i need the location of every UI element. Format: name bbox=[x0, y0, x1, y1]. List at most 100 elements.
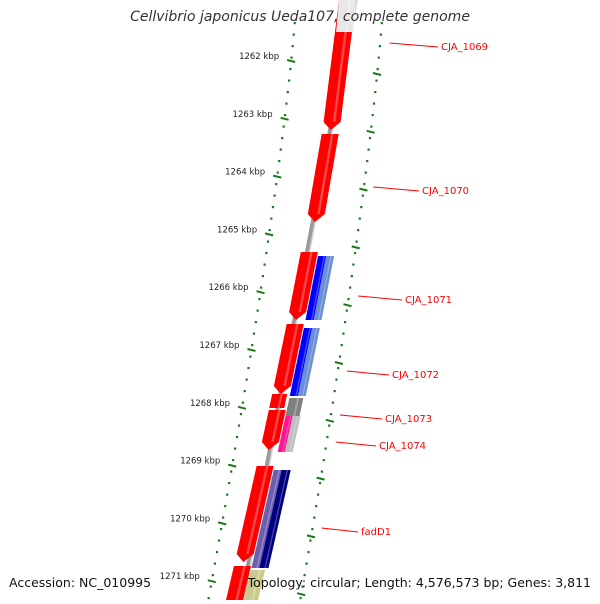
gene-leader-line bbox=[373, 186, 420, 192]
minor-tick bbox=[271, 206, 275, 209]
gene-leader-line bbox=[321, 527, 359, 533]
feature-sheen bbox=[289, 416, 299, 452]
minor-tick bbox=[374, 91, 377, 94]
major-tick bbox=[247, 348, 256, 352]
feature-sheen bbox=[317, 134, 334, 214]
cds-block bbox=[307, 134, 339, 222]
minor-tick bbox=[286, 91, 289, 94]
track-block-pink bbox=[277, 416, 294, 452]
minor-tick bbox=[292, 33, 295, 36]
minor-tick bbox=[316, 493, 320, 496]
feature-sheen bbox=[251, 570, 261, 600]
feature-sheen bbox=[282, 416, 292, 452]
gene-labels: CJA_1069 CJA_1070 CJA_1071 CJA_1072 CJA_1073… bbox=[321, 42, 488, 538]
major-tick bbox=[316, 476, 325, 481]
minor-tick bbox=[287, 79, 291, 82]
major-tick bbox=[286, 59, 296, 63]
minor-tick bbox=[309, 539, 312, 542]
kbp-tick-label: 1270 kbp bbox=[170, 514, 210, 524]
kbp-tick-label: 1262 kbp bbox=[239, 52, 279, 62]
minor-tick bbox=[349, 286, 352, 289]
kbp-tick-label: 1263 kbp bbox=[233, 110, 273, 120]
minor-tick bbox=[211, 574, 214, 577]
minor-tick bbox=[355, 240, 358, 243]
gene-label: CJA_1074 bbox=[379, 441, 426, 452]
feature-sheen bbox=[295, 328, 311, 396]
gene-leader-line bbox=[358, 295, 403, 301]
feature-sheen bbox=[271, 410, 281, 442]
minor-tick bbox=[347, 298, 350, 301]
minor-tick bbox=[370, 125, 373, 128]
inner-tick-ring bbox=[207, 22, 296, 600]
minor-tick bbox=[326, 436, 329, 439]
feature-sheen bbox=[298, 252, 313, 312]
minor-tick bbox=[337, 367, 340, 370]
minor-tick bbox=[234, 447, 237, 450]
minor-tick bbox=[338, 355, 342, 358]
feature-sheen bbox=[256, 470, 281, 568]
minor-tick bbox=[344, 321, 347, 324]
minor-tick bbox=[366, 160, 369, 163]
major-tick bbox=[264, 232, 274, 237]
feature-sheen bbox=[302, 328, 318, 396]
feature-sheen bbox=[277, 394, 283, 408]
feature-sheen bbox=[235, 566, 246, 600]
major-tick bbox=[366, 129, 375, 134]
minor-tick bbox=[265, 252, 268, 255]
feature-sheen bbox=[246, 466, 269, 554]
minor-tick bbox=[322, 459, 325, 462]
minor-tick bbox=[363, 183, 366, 186]
kbp-scale: 1262 kbp 1263 kbp 1264 kbp 1265 kbp 1266 kbp… bbox=[160, 52, 382, 597]
minor-tick bbox=[313, 516, 316, 519]
minor-tick bbox=[364, 171, 367, 174]
minor-tick bbox=[357, 229, 360, 232]
minor-tick bbox=[222, 516, 225, 519]
cds-block bbox=[289, 252, 318, 320]
track-block-navy bbox=[259, 470, 291, 568]
major-tick bbox=[280, 116, 289, 121]
track-block-olive bbox=[244, 570, 266, 600]
major-tick bbox=[325, 418, 335, 423]
minor-tick bbox=[380, 22, 383, 25]
minor-tick bbox=[291, 45, 294, 48]
minor-tick bbox=[219, 528, 223, 531]
major-tick bbox=[359, 187, 368, 192]
minor-tick bbox=[251, 344, 254, 347]
minor-tick bbox=[245, 378, 248, 381]
minor-tick bbox=[299, 597, 302, 600]
cds-block bbox=[261, 410, 286, 450]
minor-tick bbox=[258, 298, 261, 301]
minor-tick bbox=[328, 424, 331, 427]
minor-tick bbox=[311, 528, 314, 531]
kbp-tick-label: 1268 kbp bbox=[190, 399, 230, 409]
major-tick bbox=[256, 290, 265, 295]
minor-tick bbox=[275, 183, 278, 186]
minor-tick bbox=[342, 332, 345, 335]
major-tick bbox=[343, 303, 352, 308]
cds-block bbox=[236, 466, 274, 562]
major-tick bbox=[296, 592, 306, 597]
minor-tick bbox=[235, 436, 239, 439]
map-title: Cellvibrio japonicus Ueda107, complete g… bbox=[130, 9, 470, 25]
minor-tick bbox=[353, 252, 357, 255]
minor-tick bbox=[367, 148, 370, 151]
cds-block bbox=[273, 324, 304, 394]
minor-tick bbox=[241, 401, 244, 404]
gene-label: CJA_1069 bbox=[441, 42, 488, 53]
major-tick bbox=[306, 534, 316, 539]
minor-tick bbox=[315, 505, 318, 508]
minor-tick bbox=[305, 562, 308, 565]
minor-tick bbox=[340, 344, 343, 347]
gene-label: CJA_1072 bbox=[392, 370, 439, 381]
feature-sheen bbox=[310, 256, 326, 320]
minor-tick bbox=[378, 45, 381, 48]
minor-tick bbox=[283, 114, 287, 117]
minor-tick bbox=[213, 562, 217, 565]
feature-sheen bbox=[264, 470, 289, 568]
minor-tick bbox=[285, 102, 288, 105]
minor-tick bbox=[230, 470, 233, 473]
feature-sheen bbox=[345, 0, 351, 32]
major-tick bbox=[228, 463, 237, 468]
